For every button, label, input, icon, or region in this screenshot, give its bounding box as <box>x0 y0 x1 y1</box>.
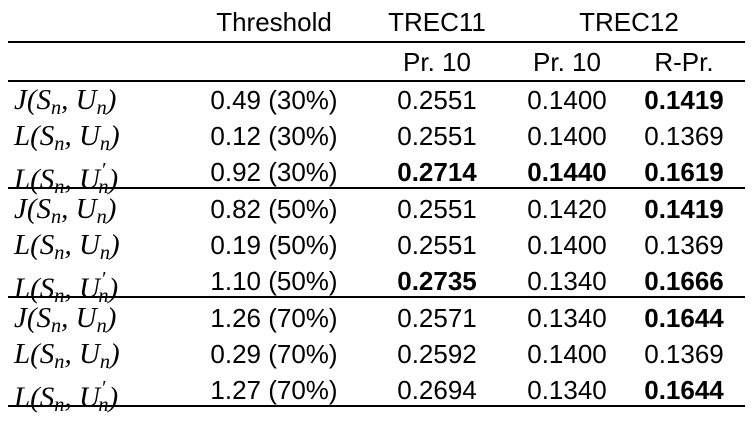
trec11-pr10-cell: 0.2714 <box>397 157 477 187</box>
subheader-trec11-pr10: Pr. 10 <box>403 47 471 77</box>
group-rule-70 <box>8 296 745 298</box>
row-label: L(Sn, U′n) <box>14 159 119 199</box>
row-label: J(Sn, Un) <box>14 302 117 337</box>
threshold-cell: 1.26 (70%) <box>210 303 338 333</box>
trec12-pr10-cell: 0.1440 <box>527 157 607 187</box>
trec12-pr10-cell: 0.1400 <box>527 230 607 260</box>
trec11-pr10-cell: 0.2694 <box>397 375 477 405</box>
trec12-rpr-cell: 0.1666 <box>644 266 724 296</box>
trec12-pr10-cell: 0.1400 <box>527 85 607 115</box>
row-label: J(Sn, Un) <box>14 84 117 119</box>
trec11-pr10-cell: 0.2592 <box>397 339 477 369</box>
threshold-cell: 0.92 (30%) <box>210 157 338 187</box>
bottom-rule <box>8 405 745 407</box>
subheader-row: Pr. 10 Pr. 10 R-Pr. <box>0 42 752 82</box>
row-label: L(Sn, U′n) <box>14 377 119 417</box>
trec12-pr10-cell: 0.1400 <box>527 121 607 151</box>
threshold-cell: 0.49 (30%) <box>210 85 338 115</box>
threshold-cell: 1.27 (70%) <box>210 375 338 405</box>
trec12-rpr-cell: 0.1369 <box>644 230 724 260</box>
subheader-rule <box>8 80 745 82</box>
row-label: L(Sn, Un) <box>14 229 120 264</box>
table-row: L(Sn, Un) 0.12 (30%) 0.2551 0.1400 0.1369 <box>0 116 752 156</box>
trec12-pr10-cell: 0.1340 <box>527 266 607 296</box>
trec12-pr10-cell: 0.1340 <box>527 375 607 405</box>
trec12-rpr-cell: 0.1419 <box>644 194 724 224</box>
trec12-rpr-cell: 0.1369 <box>644 121 724 151</box>
table-row: L(Sn, Un) 0.29 (70%) 0.2592 0.1400 0.1369 <box>0 334 752 374</box>
threshold-cell: 0.12 (30%) <box>210 121 338 151</box>
trec12-pr10-cell: 0.1400 <box>527 339 607 369</box>
trec11-pr10-cell: 0.2551 <box>397 194 477 224</box>
table-row: J(Sn, Un) 0.82 (50%) 0.2551 0.1420 0.1419 <box>0 189 752 229</box>
row-label: L(Sn, U′n) <box>14 268 119 308</box>
results-table: Threshold TREC11 TREC12 Pr. 10 Pr. 10 R-… <box>0 2 752 417</box>
subheader-trec12-pr10: Pr. 10 <box>533 47 601 77</box>
row-label: J(Sn, Un) <box>14 193 117 228</box>
header-row: Threshold TREC11 TREC12 <box>0 2 752 42</box>
trec11-pr10-cell: 0.2551 <box>397 121 477 151</box>
trec12-pr10-cell: 0.1340 <box>527 303 607 333</box>
table-row: J(Sn, Un) 0.49 (30%) 0.2551 0.1400 0.1419 <box>0 80 752 120</box>
threshold-cell: 0.29 (70%) <box>210 339 338 369</box>
row-label: L(Sn, Un) <box>14 120 120 155</box>
trec12-rpr-cell: 0.1369 <box>644 339 724 369</box>
table-row: L(Sn, U′n) 1.27 (70%) 0.2694 0.1340 0.1644 <box>0 370 752 417</box>
table-row: L(Sn, U′n) 1.10 (50%) 0.2735 0.1340 0.1666 <box>0 261 752 308</box>
table-row: J(Sn, Un) 1.26 (70%) 0.2571 0.1340 0.1644 <box>0 298 752 338</box>
threshold-cell: 0.82 (50%) <box>210 194 338 224</box>
threshold-cell: 0.19 (50%) <box>210 230 338 260</box>
header-threshold: Threshold <box>216 7 332 37</box>
trec11-pr10-cell: 0.2735 <box>397 266 477 296</box>
table-row: L(Sn, Un) 0.19 (50%) 0.2551 0.1400 0.1369 <box>0 225 752 265</box>
table-row: L(Sn, U′n) 0.92 (30%) 0.2714 0.1440 0.1619 <box>0 152 752 199</box>
subheader-trec12-rpr: R-Pr. <box>654 47 714 77</box>
header-rule <box>8 41 745 43</box>
trec11-pr10-cell: 0.2551 <box>397 85 477 115</box>
threshold-cell: 1.10 (50%) <box>210 266 338 296</box>
trec11-pr10-cell: 0.2551 <box>397 230 477 260</box>
trec12-rpr-cell: 0.1619 <box>644 157 724 187</box>
trec12-rpr-cell: 0.1644 <box>644 303 724 333</box>
header-trec11: TREC11 <box>388 7 486 37</box>
header-trec12: TREC12 <box>579 7 679 37</box>
trec12-rpr-cell: 0.1419 <box>644 85 724 115</box>
row-label: L(Sn, Un) <box>14 338 120 373</box>
trec12-rpr-cell: 0.1644 <box>644 375 724 405</box>
trec12-pr10-cell: 0.1420 <box>527 194 607 224</box>
group-rule-50 <box>8 187 745 189</box>
trec11-pr10-cell: 0.2571 <box>397 303 477 333</box>
